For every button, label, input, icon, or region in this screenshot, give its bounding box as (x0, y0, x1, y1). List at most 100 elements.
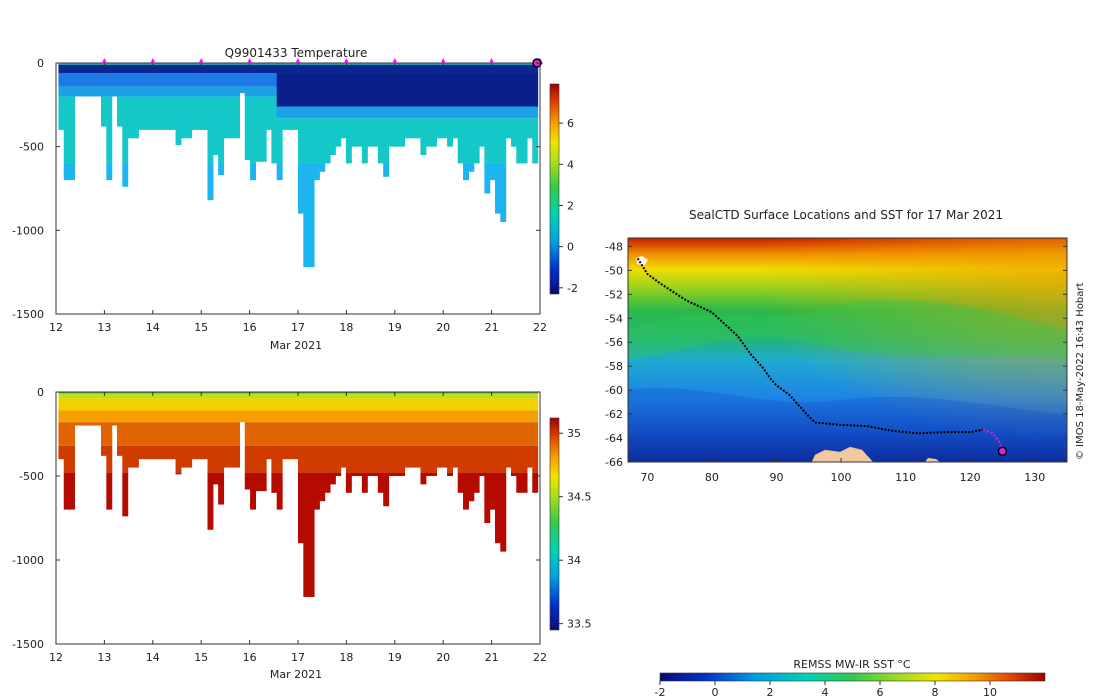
profile-cell (287, 445, 294, 460)
profile-cell (489, 472, 496, 510)
profile-cell (191, 86, 198, 97)
profile-cell (207, 63, 214, 65)
profile-cell (526, 445, 533, 468)
profile-cell (143, 392, 150, 394)
profile-cell (191, 392, 198, 394)
profile-cell (468, 64, 475, 74)
profile-cell (90, 392, 97, 394)
profile-cell (212, 398, 219, 411)
profile-cell (463, 393, 469, 399)
profile-cell (170, 392, 177, 394)
profile-cell (111, 393, 118, 399)
profile-cell (266, 393, 272, 399)
profile-cell (202, 398, 209, 411)
profile-cell (393, 73, 400, 107)
profile-cell (463, 163, 469, 181)
profile-cell (345, 118, 352, 164)
profile-cell (383, 163, 390, 177)
profile-cell (180, 422, 187, 446)
profile-cell (489, 393, 496, 399)
profile-cell (308, 106, 315, 119)
profile-cell (404, 73, 411, 107)
profile-cell (521, 73, 528, 107)
profile-cell (457, 118, 464, 164)
profile-cell (340, 422, 347, 446)
profile-cell (101, 73, 107, 87)
profile-cell (298, 392, 304, 394)
profile-cell (127, 64, 134, 74)
profile-cell (74, 422, 81, 426)
profile-cell (101, 422, 107, 446)
profile-cell (180, 96, 187, 139)
profile-cell (510, 398, 517, 411)
profile-cell (207, 64, 214, 74)
profile-cell (351, 472, 358, 476)
profile-cell (69, 445, 75, 473)
profile-cell (266, 392, 272, 394)
profile-cell (111, 63, 118, 65)
profile-cell (457, 472, 464, 493)
profile-cell (132, 398, 139, 411)
profile-cell (106, 410, 113, 423)
profile-cell (505, 393, 512, 399)
profile-cell (367, 118, 374, 147)
profile-cell (367, 106, 374, 119)
profile-cell (85, 422, 91, 426)
profile-cell (74, 64, 81, 74)
profile-cell (250, 422, 257, 446)
profile-cell (218, 96, 225, 164)
profile-cell (69, 96, 75, 164)
profile-cell (441, 106, 448, 119)
profile-cell (324, 398, 331, 411)
profile-cell (218, 422, 225, 446)
profile-cell (436, 422, 443, 446)
profile-cell (383, 393, 390, 399)
profile-cell (260, 472, 267, 492)
profile-cell (186, 393, 193, 399)
profile-cell (532, 106, 539, 119)
profile-cell (191, 445, 198, 460)
profile-cell (425, 422, 432, 446)
profile-cell (516, 64, 523, 74)
profile-cell (127, 86, 134, 97)
profile-cell (202, 96, 209, 130)
profile-cell (420, 73, 427, 107)
sst-colorbar-tick-label: 0 (712, 686, 719, 699)
profile-cell (282, 73, 288, 107)
profile-cell (116, 63, 123, 65)
profile-cell (372, 73, 379, 107)
profile-cell (223, 393, 230, 399)
profile-cell (409, 445, 416, 468)
profile-cell (74, 63, 81, 65)
profile-cell (473, 73, 480, 107)
profile-cell (335, 106, 342, 119)
sst-green-band (628, 299, 1067, 360)
y-tick-label: -500 (19, 470, 44, 483)
profile-cell (148, 445, 155, 460)
profile-cell (388, 422, 395, 446)
x-tick-label: 14 (146, 321, 160, 334)
profile-cell (292, 410, 299, 423)
profile-cell (319, 73, 326, 107)
lat-tick-label: -48 (605, 240, 623, 253)
profile-cell (303, 64, 310, 74)
lat-tick-label: -52 (605, 288, 623, 301)
profile-cell (260, 410, 267, 423)
profile-cell (367, 393, 374, 399)
profile-cell (313, 73, 320, 107)
profile-cell (340, 73, 347, 107)
profile-cell (500, 118, 507, 164)
profile-cell (191, 64, 198, 74)
profile-cell (90, 410, 97, 423)
profile-cell (271, 86, 278, 97)
profile-cell (282, 445, 288, 460)
profile-cell (164, 96, 171, 130)
profile-cell (127, 393, 134, 399)
profile-cell (303, 472, 310, 597)
profile-cell (409, 64, 416, 74)
profile-cell (329, 445, 336, 473)
profile-cell (79, 73, 86, 87)
profile-cell (516, 472, 523, 493)
profile-cell (351, 393, 358, 399)
profile-cell (212, 472, 219, 485)
